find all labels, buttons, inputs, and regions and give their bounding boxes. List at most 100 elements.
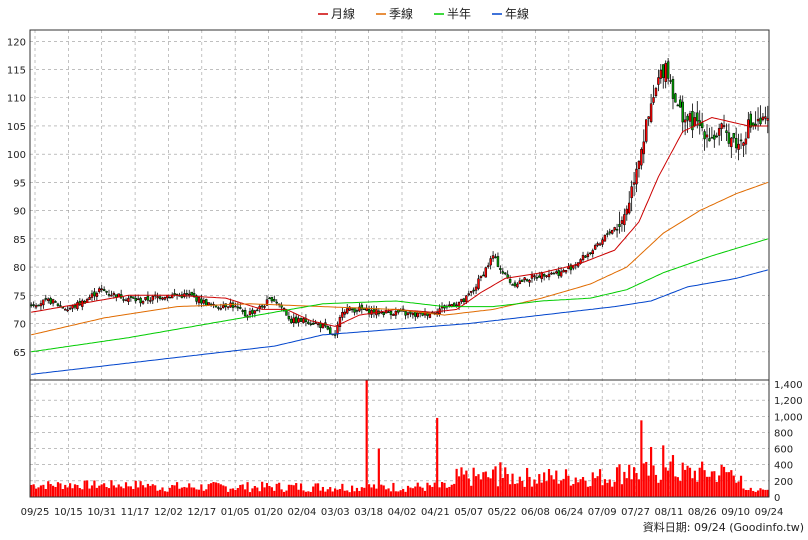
volume-bar xyxy=(608,479,611,497)
volume-bar xyxy=(674,476,677,497)
volume-bar xyxy=(739,475,743,497)
volume-bar xyxy=(761,489,765,497)
volume-bar xyxy=(358,491,361,497)
candle-body xyxy=(523,277,526,281)
volume-bar xyxy=(382,485,385,497)
x-tick-label: 01/05 xyxy=(221,507,250,518)
x-tick-label: 09/24 xyxy=(755,507,784,518)
price-tick-label: 100 xyxy=(7,150,26,161)
candle-body xyxy=(630,186,633,199)
volume-bar xyxy=(501,477,504,497)
volume-bar xyxy=(134,480,137,497)
candle-body xyxy=(136,298,140,301)
volume-bar xyxy=(270,487,273,497)
candle-body xyxy=(110,294,113,297)
candle-body xyxy=(100,288,103,291)
volume-bar xyxy=(61,488,64,497)
volume-bar xyxy=(491,469,495,497)
volume-bar xyxy=(669,461,672,497)
candle-body xyxy=(645,119,648,142)
candle-body xyxy=(326,326,330,330)
legend-label-0: 月線 xyxy=(331,6,355,21)
volume-bar xyxy=(632,467,636,497)
volume-bar xyxy=(236,488,239,497)
candle-body xyxy=(494,256,497,259)
volume-bar xyxy=(81,489,84,497)
volume-bar xyxy=(117,484,120,497)
volume-bar xyxy=(433,482,436,497)
candle-body xyxy=(467,293,471,295)
volume-bar xyxy=(256,487,259,497)
volume-bar xyxy=(671,455,675,497)
candle-body xyxy=(521,279,524,282)
candle-body xyxy=(93,291,96,297)
volume-panel-frame xyxy=(29,379,770,498)
candle-body xyxy=(253,310,257,314)
volume-bar xyxy=(730,470,733,497)
volume-bar xyxy=(640,420,643,497)
candle-body xyxy=(615,228,619,231)
volume-bar xyxy=(722,466,726,497)
volume-bar xyxy=(552,479,555,497)
volume-bar xyxy=(574,477,577,497)
volume-bar xyxy=(428,485,431,497)
volume-bar xyxy=(581,477,585,497)
candle-body xyxy=(477,278,480,289)
volume-tick-label: 600 xyxy=(774,445,793,456)
volume-bar xyxy=(766,489,769,497)
candle-body xyxy=(195,295,198,302)
volume-bar xyxy=(679,481,682,497)
volume-bar xyxy=(299,483,303,497)
volume-bar xyxy=(73,484,77,497)
x-tick-label: 03/18 xyxy=(354,507,383,518)
volume-bar xyxy=(521,480,524,497)
candle-body xyxy=(66,309,69,312)
volume-bar xyxy=(555,470,558,497)
volume-bar xyxy=(120,486,123,497)
volume-bar xyxy=(34,488,38,497)
volume-bar xyxy=(708,476,711,497)
candle-body xyxy=(207,302,210,306)
candle-body xyxy=(202,300,206,304)
volume-bar xyxy=(667,470,670,497)
candle-body xyxy=(287,316,291,320)
candle-body xyxy=(586,253,590,258)
volume-bar xyxy=(175,482,179,497)
volume-bar xyxy=(239,484,242,497)
volume-bar xyxy=(105,487,108,497)
price-grid: 65 70 75 80 85 90 95 100 105 110 115 120 xyxy=(7,30,770,497)
candle-body xyxy=(462,298,466,302)
volume-bar xyxy=(151,484,154,497)
candle-body xyxy=(730,137,733,148)
volume-bar xyxy=(244,489,247,497)
volume-bar xyxy=(630,479,633,497)
candle-body xyxy=(635,169,638,185)
volume-bar xyxy=(647,475,650,497)
volume-bar xyxy=(188,483,191,497)
candle-body xyxy=(353,307,356,313)
volume-bar xyxy=(560,480,563,497)
candle-body xyxy=(47,298,50,301)
volume-bar xyxy=(764,489,767,497)
volume-bar xyxy=(470,485,473,497)
source-label: 資料日期: 09/24 (Goodinfo.tw) xyxy=(643,520,804,534)
candle-body xyxy=(107,294,111,296)
candle-body xyxy=(764,116,767,119)
candle-body xyxy=(727,132,731,144)
candle-body xyxy=(489,258,492,266)
volume-bar xyxy=(504,467,507,497)
volume-bar xyxy=(258,491,261,497)
volume-bar xyxy=(90,485,94,497)
candle-body xyxy=(734,138,738,149)
candle-body xyxy=(78,301,82,306)
volume-bar xyxy=(158,489,162,497)
volume-grid: 0 200 400 600 800 1,000 1,200 1,400 xyxy=(30,380,803,504)
price-tick-label: 75 xyxy=(13,291,26,302)
candle-body xyxy=(513,282,517,287)
volume-bar xyxy=(472,467,475,497)
x-tick-label: 12/02 xyxy=(154,507,183,518)
volume-tick-label: 1,000 xyxy=(774,412,803,423)
volume-bar xyxy=(372,484,376,497)
candle-body xyxy=(71,305,74,309)
candle-body xyxy=(144,297,147,300)
